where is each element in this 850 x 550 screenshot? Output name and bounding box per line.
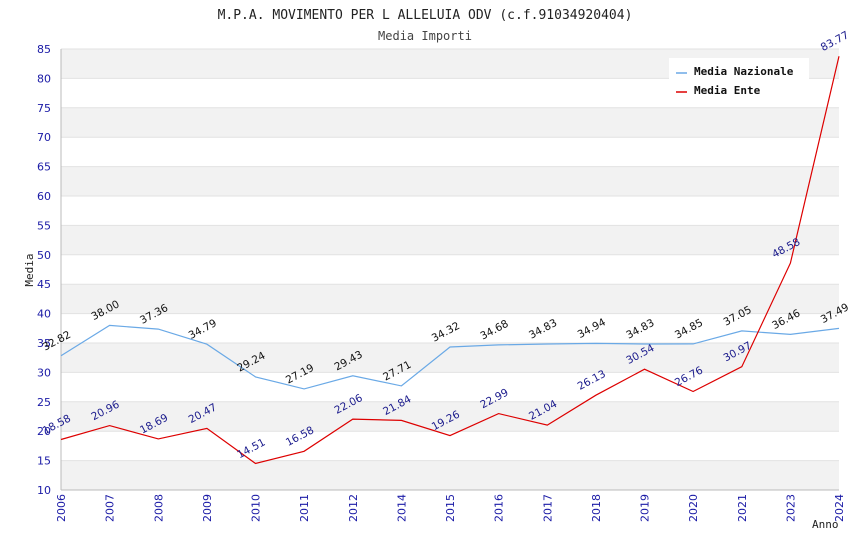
legend-label-ente: Media Ente [694, 84, 761, 97]
y-axis-label: Media [23, 253, 36, 286]
y-tick-label: 15 [37, 455, 51, 468]
data-label: 34.32 [430, 320, 462, 345]
data-label: 34.83 [527, 317, 559, 342]
data-label: 18.58 [41, 412, 73, 437]
y-tick-label: 25 [37, 396, 51, 409]
grid-band [61, 343, 839, 373]
x-tick-label: 2007 [104, 494, 117, 522]
data-label: 34.83 [624, 317, 656, 342]
data-label: 34.85 [673, 317, 705, 342]
x-tick-label: 2010 [250, 494, 263, 522]
y-tick-label: 85 [37, 43, 51, 56]
data-label: 34.79 [187, 317, 219, 342]
x-tick-label: 2016 [493, 494, 506, 522]
data-label: 14.51 [235, 436, 267, 461]
x-tick-label: 2020 [687, 494, 700, 522]
x-tick-label: 2021 [736, 494, 749, 522]
y-tick-label: 75 [37, 102, 51, 115]
x-tick-label: 2019 [639, 494, 652, 522]
grid-band [61, 107, 839, 138]
x-tick-label: 2009 [201, 494, 214, 522]
series-lines [60, 56, 840, 465]
y-tick-label: 20 [37, 425, 51, 438]
y-tick-label: 70 [37, 131, 51, 144]
legend-box [669, 58, 809, 101]
y-tick-label: 40 [37, 308, 51, 321]
x-tick-label: 2015 [444, 494, 457, 522]
y-tick-label: 65 [37, 161, 51, 174]
x-tick-label: 2017 [541, 494, 554, 522]
y-tick-label: 50 [37, 249, 51, 262]
grid-band [61, 460, 839, 490]
series-line-ente [60, 56, 840, 465]
chart-subtitle: Media Importi [378, 29, 472, 43]
y-tick-label: 45 [37, 278, 51, 291]
x-tick-label: 2011 [298, 494, 311, 522]
x-tick-label: 2006 [55, 494, 68, 522]
y-tick-label: 10 [37, 484, 51, 497]
data-label: 34.68 [478, 318, 510, 343]
x-tick-label: 2008 [152, 494, 165, 522]
x-tick-label: 2012 [347, 494, 360, 522]
y-tick-label: 35 [37, 337, 51, 350]
series-line-nazionale [60, 324, 840, 390]
data-label: 34.94 [576, 316, 608, 341]
x-tick-labels: 2006 2007 2008 2009 2010 2011 2012 2014 2015 2016… [55, 494, 846, 522]
y-tick-label: 60 [37, 190, 51, 203]
x-axis-label: Anno [812, 518, 839, 531]
legend-label-nazionale: Media Nazionale [694, 65, 794, 78]
y-tick-labels: 10 15 20 25 30 35 40 45 50 55 60 65 70 75 80 85 [37, 43, 51, 497]
x-tick-label: 2023 [784, 494, 797, 522]
x-tick-label: 2014 [395, 494, 408, 522]
grid-bands [61, 49, 839, 490]
x-tick-label: 2024 [833, 494, 846, 522]
y-tick-label: 30 [37, 366, 51, 379]
x-tick-label: 2018 [590, 494, 603, 522]
grid-band [61, 401, 839, 432]
grid-band [61, 284, 839, 314]
y-tick-label: 55 [37, 219, 51, 232]
chart-title: M.P.A. MOVIMENTO PER L ALLELUIA ODV (c.f… [218, 8, 633, 23]
y-tick-label: 80 [37, 72, 51, 85]
grid-band [61, 225, 839, 255]
grid-band [61, 166, 839, 196]
legend: Media Nazionale Media Ente [669, 58, 809, 101]
